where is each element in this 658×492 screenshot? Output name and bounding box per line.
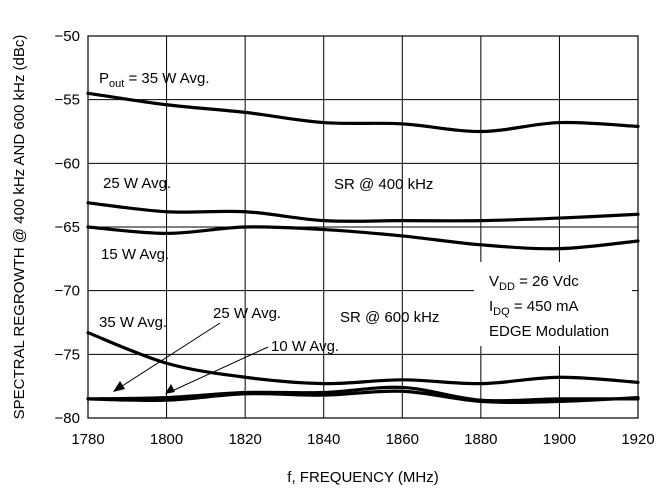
x-tick-label: 1840 (307, 431, 340, 448)
y-tick-label: −50 (55, 28, 80, 45)
series-line-1 (86, 201, 640, 223)
y-tick-label: −75 (55, 346, 80, 363)
annotation-sr-600khz: SR @ 600 kHz (340, 309, 439, 326)
arrow-10w-600-line (171, 346, 269, 392)
annotation-idq: IDQ = 450 mA (489, 298, 578, 318)
arrow-25w-600-line (118, 322, 221, 389)
series-line-3 (86, 331, 640, 386)
series-line-0 (86, 91, 640, 134)
series-line-2 (86, 225, 640, 251)
annotation-vdd: VDD = 26 Vdc (489, 273, 579, 293)
x-tick-label: 1920 (621, 431, 654, 448)
x-tick-label: 1820 (228, 431, 261, 448)
x-tick-label: 1880 (464, 431, 497, 448)
x-tick-label: 1900 (543, 431, 576, 448)
x-tick-labels: 1780 1800 1820 1840 1860 1880 1900 1920 (71, 431, 654, 448)
gridlines (87, 35, 639, 419)
conditions-box: VDD = 26 Vdc IDQ = 450 mA EDGE Modulatio… (474, 262, 632, 346)
arrow-25w-600-head (113, 381, 125, 392)
y-axis-title: SPECTRAL REGROWTH @ 400 kHz AND 600 kHz … (11, 35, 28, 420)
x-axis-title: f, FREQUENCY (MHz) (287, 469, 438, 486)
arrow-10w-600-head (165, 384, 175, 394)
series-line-5 (86, 389, 640, 404)
annotation-15w-400: 15 W Avg. (101, 246, 169, 263)
y-tick-label: −80 (55, 410, 80, 427)
annotation-pout-35w: Pout = 35 W Avg. (99, 70, 210, 90)
x-tick-label: 1860 (386, 431, 419, 448)
conditions-box-bg (474, 262, 632, 346)
x-tick-label: 1780 (71, 431, 104, 448)
annotation-modulation: EDGE Modulation (489, 323, 609, 340)
annotation-10w-600: 10 W Avg. (271, 338, 339, 355)
annotation-35w-600: 35 W Avg. (99, 314, 167, 331)
y-tick-label: −70 (55, 283, 80, 300)
y-tick-label: −60 (55, 155, 80, 172)
x-tick-label: 1800 (150, 431, 183, 448)
y-tick-labels: −50 −55 −60 −65 −70 −75 −80 (55, 28, 80, 427)
annotation-25w-400: 25 W Avg. (103, 175, 171, 192)
series-line-4 (86, 385, 640, 403)
y-tick-label: −55 (55, 92, 80, 109)
series-layer (86, 91, 640, 404)
annotation-25w-600: 25 W Avg. (213, 305, 281, 322)
annotation-sr-400khz: SR @ 400 kHz (334, 176, 433, 193)
y-tick-label: −65 (55, 219, 80, 236)
